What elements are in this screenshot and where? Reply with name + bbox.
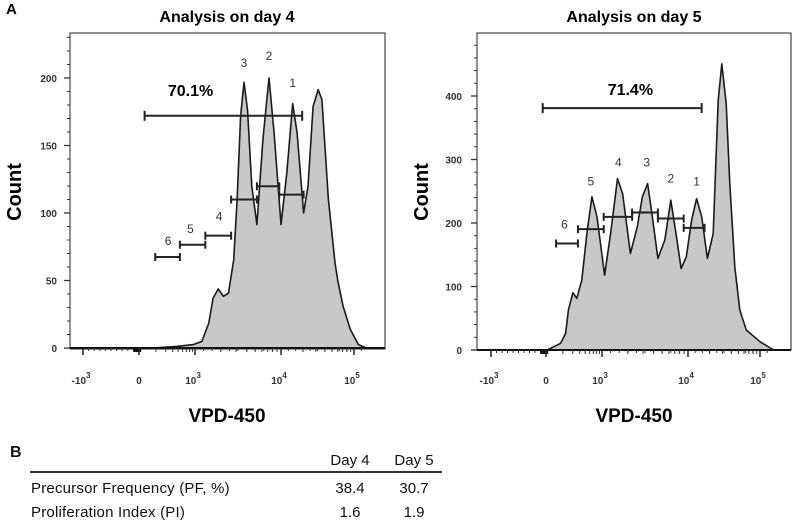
division-label: 3 [643, 155, 650, 169]
summary-table: B Day 4 Day 5 Precursor Frequency (PF, %… [0, 440, 797, 531]
x-tick-label: 103 [185, 371, 201, 387]
total-gate-percent: 70.1% [168, 83, 213, 100]
x-axis-label: VPD-450 [595, 406, 672, 427]
x-tick-label: 103 [592, 371, 608, 387]
cell-pf-day4: 38.4 [335, 480, 365, 497]
x-tick-label: -103 [480, 371, 499, 387]
panel-b-label: B [10, 444, 22, 461]
header-day5: Day 5 [394, 452, 434, 469]
y-tick-label: 200 [40, 74, 57, 85]
histogram-line [152, 77, 367, 349]
cell-pi-day5: 1.9 [403, 504, 425, 521]
division-label: 6 [561, 218, 568, 232]
division-label: 5 [187, 222, 194, 236]
division-label: 1 [693, 174, 700, 188]
x-tick-label: 105 [344, 371, 360, 387]
y-tick-label: 300 [445, 156, 462, 167]
total-gate-percent: 71.4% [608, 82, 653, 99]
row-label-pf: Precursor Frequency (PF, %) [31, 480, 230, 497]
y-tick-label: 200 [445, 219, 462, 230]
division-label: 5 [587, 174, 594, 188]
x-tick-label: 105 [750, 371, 766, 387]
division-label: 2 [266, 49, 273, 63]
y-tick-label: 50 [46, 277, 58, 288]
y-tick-label: 100 [40, 209, 57, 220]
division-label: 1 [289, 76, 296, 90]
header-day4: Day 4 [330, 452, 370, 469]
zero-tick-cluster [540, 350, 549, 354]
cell-pi-day4: 1.6 [339, 504, 361, 521]
histogram-line [546, 63, 775, 351]
y-tick-label: 0 [51, 344, 57, 355]
x-tick-label: -103 [72, 371, 91, 387]
histogram-panel-5: Analysis on day 5 0 100 200 300 400 -103 0 103 10… [411, 9, 792, 427]
y-axis-label: Count [4, 163, 26, 221]
panel-a-label: A [6, 1, 17, 18]
chart-title: Analysis on day 5 [566, 9, 701, 26]
y-tick-label: 150 [40, 142, 57, 153]
division-label: 3 [241, 56, 248, 70]
y-tick-label: 100 [445, 283, 462, 294]
y-tick-label: 400 [445, 92, 462, 103]
division-label: 6 [165, 234, 172, 248]
division-label: 4 [615, 155, 622, 169]
chart-title: Analysis on day 4 [159, 9, 294, 26]
x-tick-label: 0 [543, 376, 549, 387]
x-tick-label: 104 [678, 371, 694, 387]
x-tick-label: 104 [271, 371, 287, 387]
division-label: 2 [667, 172, 674, 186]
histogram-fill [153, 78, 367, 348]
histogram-panel-4: Analysis on day 4 0 50 100 150 200 -103 0 103 104… [4, 9, 386, 427]
cell-pf-day5: 30.7 [399, 480, 429, 497]
y-axis-label: Count [411, 163, 433, 221]
x-tick-label: 0 [136, 376, 142, 387]
zero-tick-cluster [133, 348, 142, 352]
division-label: 4 [216, 210, 223, 224]
x-axis-label: VPD-450 [188, 406, 265, 427]
table-rule [30, 471, 442, 473]
y-tick-label: 0 [456, 346, 462, 357]
row-label-pi: Proliferation Index (PI) [31, 504, 186, 521]
